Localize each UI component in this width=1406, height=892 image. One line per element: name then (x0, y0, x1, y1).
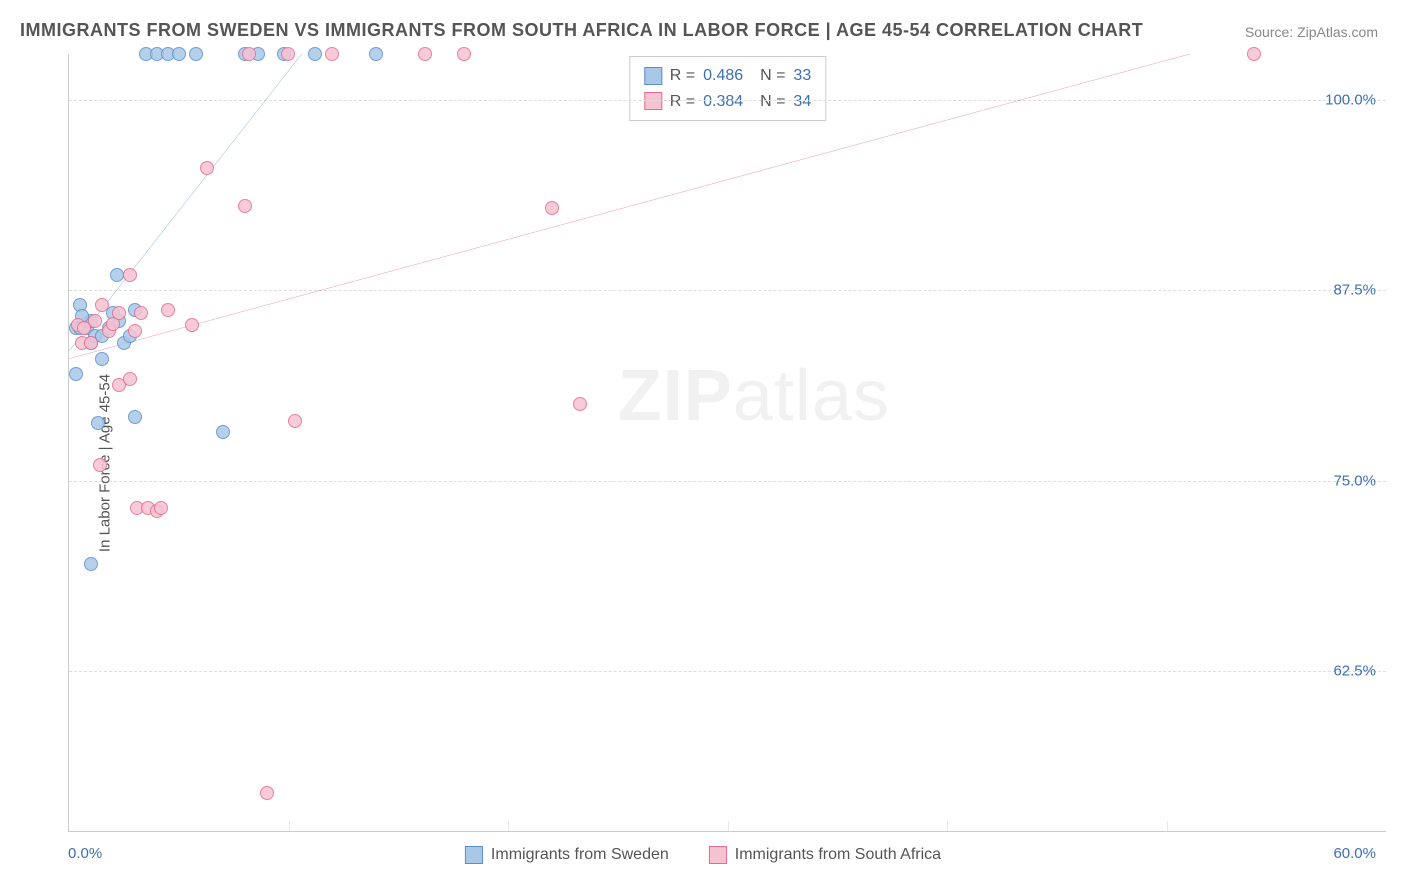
data-point (238, 199, 252, 213)
data-point (84, 336, 98, 350)
data-point (123, 372, 137, 386)
data-point (91, 416, 105, 430)
data-point (84, 557, 98, 571)
chart-container: In Labor Force | Age 45-54 ZIPatlas R = … (20, 54, 1386, 872)
series-legend-item: Immigrants from South Africa (709, 846, 941, 864)
data-point (308, 47, 322, 61)
series-legend-item: Immigrants from Sweden (465, 846, 669, 864)
data-point (95, 352, 109, 366)
plot-area: ZIPatlas R = 0.486 N = 33R = 0.384 N = 3… (68, 54, 1386, 832)
data-point (545, 201, 559, 215)
data-point (134, 306, 148, 320)
legend-swatch (465, 846, 483, 864)
data-point (260, 786, 274, 800)
data-point (172, 47, 186, 61)
x-axis-tick-max: 60.0% (1333, 845, 1376, 862)
data-point (128, 410, 142, 424)
data-point (128, 324, 142, 338)
data-point (69, 367, 83, 381)
data-point (88, 314, 102, 328)
series-legend-label: Immigrants from South Africa (735, 846, 941, 864)
data-point (154, 501, 168, 515)
data-point (288, 414, 302, 428)
data-point (200, 161, 214, 175)
data-point (185, 318, 199, 332)
data-point (110, 268, 124, 282)
data-point (93, 458, 107, 472)
data-point (1247, 47, 1261, 61)
data-point (418, 47, 432, 61)
data-point (189, 47, 203, 61)
data-point (242, 47, 256, 61)
data-point (325, 47, 339, 61)
series-legend: Immigrants from Sweden Immigrants from So… (465, 846, 941, 864)
data-point (123, 268, 137, 282)
source-attribution: Source: ZipAtlas.com (1245, 24, 1378, 40)
data-point (457, 47, 471, 61)
data-point (281, 47, 295, 61)
series-legend-label: Immigrants from Sweden (491, 846, 669, 864)
marker-layer (69, 54, 1386, 831)
data-point (369, 47, 383, 61)
x-axis-tick-min: 0.0% (68, 845, 102, 862)
data-point (216, 425, 230, 439)
data-point (573, 397, 587, 411)
legend-swatch (709, 846, 727, 864)
chart-title: IMMIGRANTS FROM SWEDEN VS IMMIGRANTS FRO… (20, 20, 1143, 41)
data-point (161, 303, 175, 317)
